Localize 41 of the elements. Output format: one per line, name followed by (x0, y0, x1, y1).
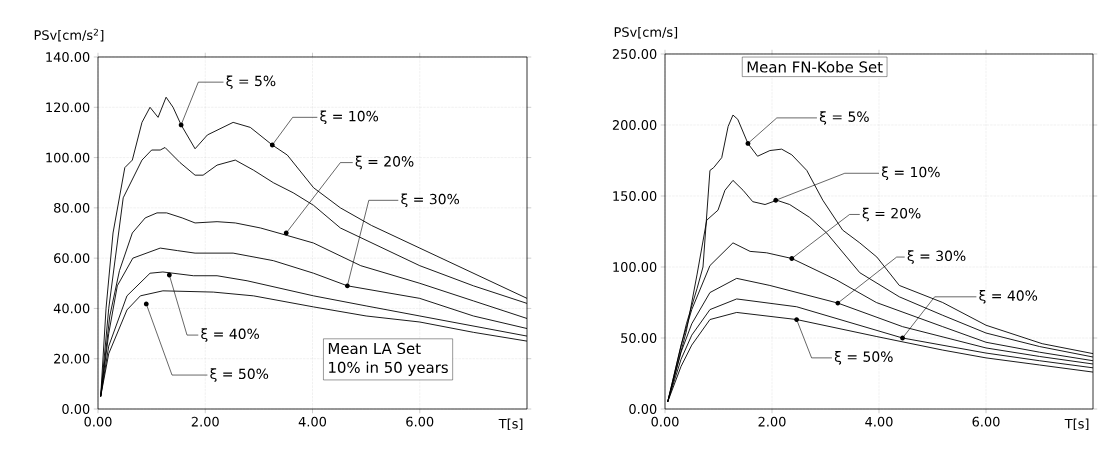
x-tick-label: 2.00 (191, 416, 219, 427)
x-tick-label: 2.00 (758, 416, 786, 427)
annotation: ξ = 30% (907, 250, 966, 264)
chart-title: Mean FN-Kobe Set (747, 61, 883, 73)
annotation: ξ = 10% (320, 110, 379, 125)
text: Mean LA Set (328, 342, 421, 355)
annotation: ξ = 50% (210, 368, 269, 382)
x-tick-label: 6.00 (972, 416, 1000, 427)
x-tick-label: 6.00 (406, 416, 434, 427)
annotation: ξ = 20% (862, 207, 921, 222)
y-tick-label: 0.00 (629, 404, 657, 414)
annotation: ξ = 20% (355, 155, 414, 170)
annotation: ξ = 5% (226, 75, 276, 89)
y-tick-label: 250.00 (612, 49, 657, 59)
annotation: ξ = 40% (979, 290, 1038, 304)
y-tick-label: 0.00 (62, 404, 90, 414)
y-tick-label: 200.00 (612, 120, 657, 130)
text: 10% in 50 years (329, 361, 448, 376)
annotation: ξ = 5% (819, 111, 869, 125)
x-axis-title: T[s] (1064, 418, 1089, 431)
x-tick-label: 0.00 (84, 416, 112, 427)
x-tick-label: 0.00 (651, 416, 679, 427)
y-axis-title: PSv[cm/s$^{2}$] (34, 28, 104, 42)
x-tick-label: 4.00 (298, 416, 327, 427)
x-tick-label: 4.00 (865, 416, 893, 427)
y-tick-label: 120.00 (46, 102, 90, 113)
y-tick-label: 80.00 (54, 202, 90, 213)
annotation: ξ = 50% (834, 351, 893, 365)
y-axis-title: PSv[cm/s] (614, 26, 678, 39)
annotation: ξ = 40% (201, 328, 260, 342)
y-tick-label: 140.00 (46, 52, 90, 62)
y-tick-label: 150.00 (613, 191, 657, 201)
y-tick-label: 100.00 (46, 152, 90, 163)
y-tick-label: 20.00 (54, 353, 90, 364)
y-tick-label: 40.00 (53, 303, 90, 314)
x-axis-title: T[s] (498, 418, 523, 431)
y-tick-label: 100.00 (613, 262, 657, 272)
annotation: ξ = 10% (881, 166, 940, 181)
annotation: ξ = 30% (401, 193, 460, 208)
y-tick-label: 60.00 (54, 253, 90, 264)
y-tick-label: 50.00 (621, 333, 657, 343)
